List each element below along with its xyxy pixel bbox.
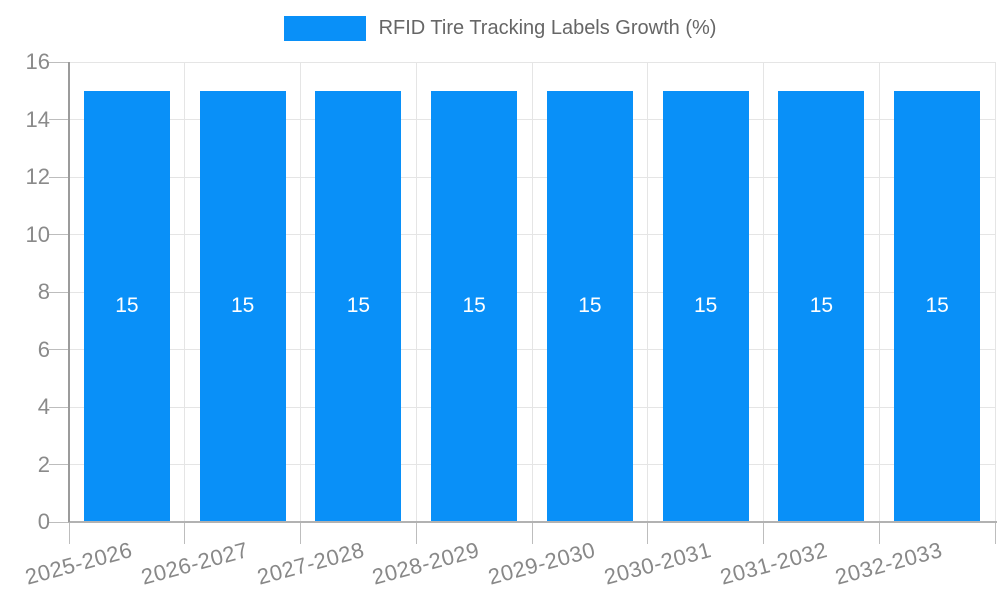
legend-label: RFID Tire Tracking Labels Growth (%) [378, 17, 717, 39]
y-axis-tick [49, 176, 69, 178]
y-tick-label: 12 [25, 164, 50, 189]
bar [199, 90, 286, 522]
y-tick-label: 0 [37, 509, 50, 534]
y-tick-label: 16 [25, 49, 50, 74]
bar [778, 90, 865, 522]
bar [83, 90, 170, 522]
bar-value-label: 15 [578, 294, 602, 318]
bar-value-label: 15 [809, 294, 834, 318]
y-axis-tick [49, 119, 69, 120]
bar-value-label: 15 [115, 294, 139, 318]
bar [894, 90, 981, 522]
gridline-vertical [647, 62, 649, 522]
gridline-vertical [300, 62, 301, 522]
bar-value-label: 15 [925, 294, 949, 318]
x-axis-tick [878, 522, 880, 544]
x-tick-label: 2029-2030 [485, 537, 599, 590]
x-axis-tick [647, 522, 649, 544]
x-axis-tick [415, 522, 417, 544]
x-axis-tick [68, 522, 70, 544]
x-tick-label: 2030-2031 [601, 537, 714, 590]
x-axis-tick [300, 522, 301, 544]
y-axis-tick [49, 61, 69, 63]
y-axis-tick [49, 291, 69, 293]
x-tick-label: 2032-2033 [832, 537, 946, 590]
bar-value-label: 15 [462, 294, 486, 318]
y-tick-label: 6 [37, 336, 50, 362]
y-axis-tick [49, 406, 69, 408]
gridline-vertical [531, 62, 533, 522]
gridline-vertical [415, 62, 417, 522]
bar-value-label: 15 [693, 294, 718, 318]
legend-swatch [283, 16, 366, 41]
y-axis-line [68, 62, 70, 522]
gridline-vertical [994, 62, 996, 522]
legend: RFID Tire Tracking Labels Growth (%) [0, 16, 1000, 41]
x-axis-tick [531, 522, 533, 544]
x-axis-tick [184, 522, 186, 544]
gridline-vertical [878, 62, 880, 522]
gridline-vertical [763, 62, 764, 522]
y-tick-label: 14 [25, 106, 50, 132]
bar [662, 90, 749, 522]
x-axis-tick [994, 522, 996, 544]
bar [546, 90, 633, 522]
gridline-vertical [184, 62, 186, 522]
x-tick-label: 2028-2029 [369, 537, 483, 590]
bar [315, 90, 402, 522]
x-tick-label: 2026-2027 [138, 537, 251, 590]
y-axis-tick [49, 349, 69, 350]
bar-value-label: 15 [230, 294, 255, 318]
x-tick-label: 2025-2026 [22, 537, 136, 590]
y-axis-tick [49, 234, 69, 235]
y-tick-label: 2 [37, 451, 50, 477]
y-axis-tick [49, 521, 69, 523]
x-axis-line [68, 521, 997, 523]
y-axis-tick [49, 464, 69, 465]
x-tick-label: 2027-2028 [254, 537, 367, 590]
y-tick-label: 10 [25, 221, 50, 247]
bar [431, 90, 518, 522]
x-tick-label: 2031-2032 [717, 537, 830, 590]
x-axis-tick [763, 522, 764, 544]
y-tick-label: 8 [37, 279, 50, 304]
y-tick-label: 4 [37, 394, 50, 419]
bar-value-label: 15 [346, 294, 371, 318]
